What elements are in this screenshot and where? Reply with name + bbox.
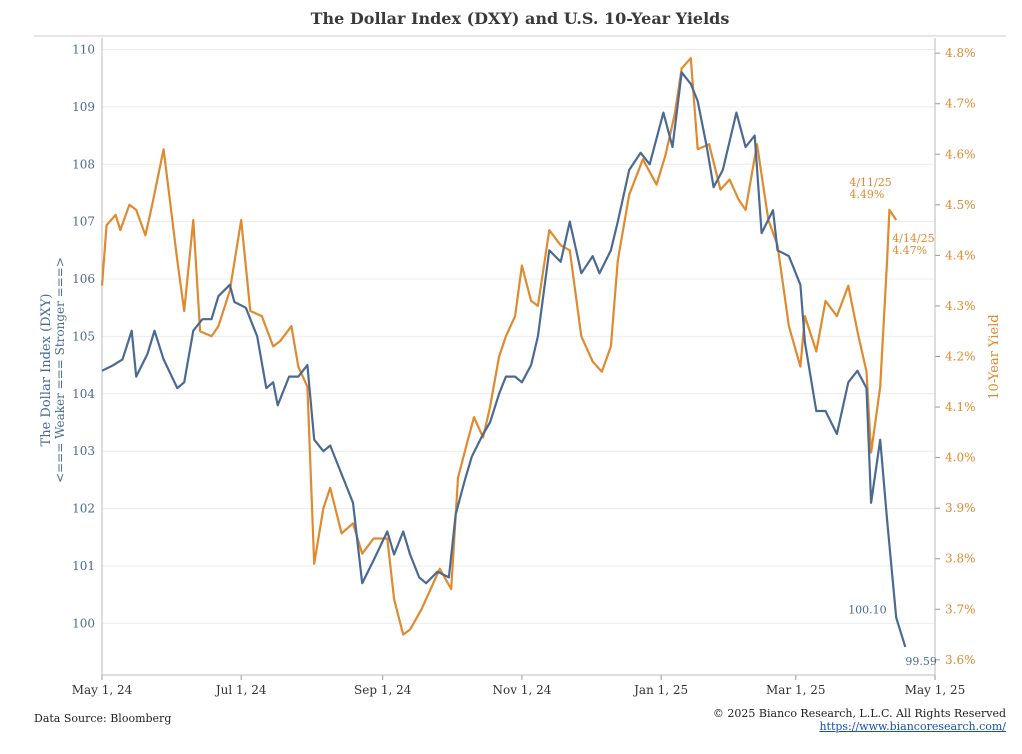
yield-series-line (100, 57, 898, 636)
y-right-tick-label: 4.2% (945, 350, 976, 364)
y-left-tick-label: 108 (72, 157, 95, 171)
copyright: © 2025 Bianco Research, L.L.C. All Right… (712, 707, 1006, 720)
annotation-label: 4/14/254.47% (892, 232, 934, 257)
x-tick-label: Mar 1, 25 (766, 683, 826, 697)
y-left-tick-label: 107 (72, 215, 95, 229)
footer-credits: © 2025 Bianco Research, L.L.C. All Right… (713, 707, 1006, 733)
chart-title: The Dollar Index (DXY) and U.S. 10-Year … (311, 9, 730, 28)
y-right-tick-label: 4.8% (945, 46, 976, 60)
annotation-label: 4/11/254.49% (849, 176, 891, 201)
y-right-tick-label: 3.6% (945, 653, 976, 667)
y-left-tick-label: 100 (72, 616, 95, 630)
left-axis-label-direction: <=== Weaker === Stronger ===> (53, 257, 67, 483)
y-left-tick-label: 110 (72, 42, 95, 56)
y-left-tick-label: 106 (72, 272, 95, 286)
annotation-label: 99.59 (905, 655, 937, 668)
y-right-tick-label: 4.1% (945, 400, 976, 414)
annotation-text: 4/11/25 (849, 176, 891, 189)
website-link[interactable]: https://www.biancoresearch.com/ (819, 720, 1006, 733)
y-right-tick-label: 4.4% (945, 248, 976, 262)
x-tick-label: Sep 1, 24 (354, 683, 412, 697)
y-right-tick-label: 3.7% (945, 602, 976, 616)
annotation-text: 4.47% (892, 244, 927, 257)
dxy-series-line (101, 71, 907, 648)
annotation-text: 100.10 (848, 604, 887, 617)
y-left-tick-label: 105 (72, 329, 95, 343)
y-left-tick-label: 102 (72, 502, 95, 516)
x-tick-label: Jan 1, 25 (632, 683, 688, 697)
annotation-label: 100.10 (848, 604, 887, 617)
y-right-tick-label: 4.7% (945, 97, 976, 111)
annotations: 4/11/254.49% 4/14/254.47% 100.10 99.59 (848, 176, 937, 668)
gridlines (102, 48, 935, 624)
y-right-tick-label: 3.8% (945, 552, 976, 566)
right-axis-label: 10-Year Yield (987, 314, 1002, 399)
annotation-text: 4.49% (849, 188, 884, 201)
y-right-tick-label: 4.5% (945, 198, 976, 212)
y-right-tick-label: 4.6% (945, 147, 976, 161)
y-left-tick-label: 104 (72, 387, 95, 401)
y-left-tick-label: 109 (72, 100, 95, 114)
x-tick-label: Jul 1, 24 (214, 683, 267, 697)
y-right-tick-label: 4.0% (945, 451, 976, 465)
y-right-tick-label: 4.3% (945, 299, 976, 313)
y-left-tick-label: 101 (72, 559, 95, 573)
annotation-text: 4/14/25 (892, 232, 934, 245)
x-tick-label: Nov 1, 24 (492, 683, 551, 697)
x-tick-label: May 1, 25 (905, 683, 966, 697)
left-axis-label: The Dollar Index (DXY) (39, 294, 54, 447)
y-right-tick-label: 3.9% (945, 501, 976, 515)
data-source: Data Source: Bloomberg (34, 712, 172, 725)
x-tick-label: May 1, 24 (72, 683, 133, 697)
annotation-text: 99.59 (905, 655, 937, 668)
series (100, 57, 907, 648)
axes: 100 101 102 103 104 105 106 107 108 109 110 3.6% 3.7… (72, 38, 976, 697)
y-left-tick-label: 103 (72, 444, 95, 458)
